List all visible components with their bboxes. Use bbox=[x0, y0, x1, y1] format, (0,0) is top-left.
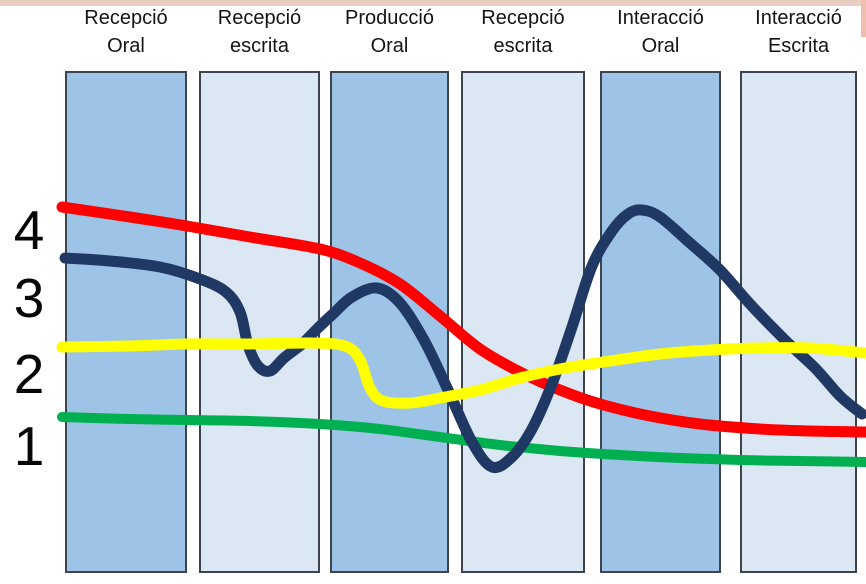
column-band-interaccio-escrita bbox=[740, 71, 857, 573]
y-axis-label-2: 2 bbox=[13, 343, 45, 405]
column-band-produccio-oral bbox=[330, 71, 449, 573]
column-header-interaccio-escrita: Interacció Escrita bbox=[740, 4, 857, 60]
slide-corner-border bbox=[861, 0, 866, 37]
header-line: Recepció bbox=[84, 7, 168, 29]
header-line: Recepció bbox=[217, 7, 302, 29]
header-line: Producció bbox=[345, 7, 434, 29]
header-line: Escrita bbox=[767, 35, 830, 57]
header-line: Oral bbox=[370, 35, 409, 57]
column-header-produccio-oral: Producció Oral bbox=[330, 4, 449, 60]
y-axis-label-4: 4 bbox=[13, 199, 45, 261]
y-axis-label-1: 1 bbox=[13, 415, 45, 477]
column-header-recepcio-escrita-1: Recepció escrita bbox=[199, 4, 320, 60]
y-axis-label-3: 3 bbox=[13, 267, 45, 329]
header-line: Interacció bbox=[617, 7, 704, 29]
column-band-recepcio-escrita-2 bbox=[461, 71, 585, 573]
column-header-interaccio-oral: Interacció Oral bbox=[600, 4, 721, 60]
column-header-recepcio-oral: Recepció Oral bbox=[65, 4, 187, 60]
header-line: Interacció bbox=[755, 7, 842, 29]
header-line: Oral bbox=[107, 35, 145, 57]
column-band-recepcio-oral bbox=[65, 71, 187, 573]
header-line: escrita bbox=[230, 35, 289, 57]
header-line: escrita bbox=[493, 35, 553, 57]
column-header-recepcio-escrita-2: Recepció escrita bbox=[461, 4, 585, 60]
column-band-interaccio-oral bbox=[600, 71, 721, 573]
column-band-recepcio-escrita-1 bbox=[199, 71, 320, 573]
header-line: Oral bbox=[641, 35, 680, 57]
header-line: Recepció bbox=[481, 7, 565, 29]
slide-top-border bbox=[0, 0, 866, 6]
